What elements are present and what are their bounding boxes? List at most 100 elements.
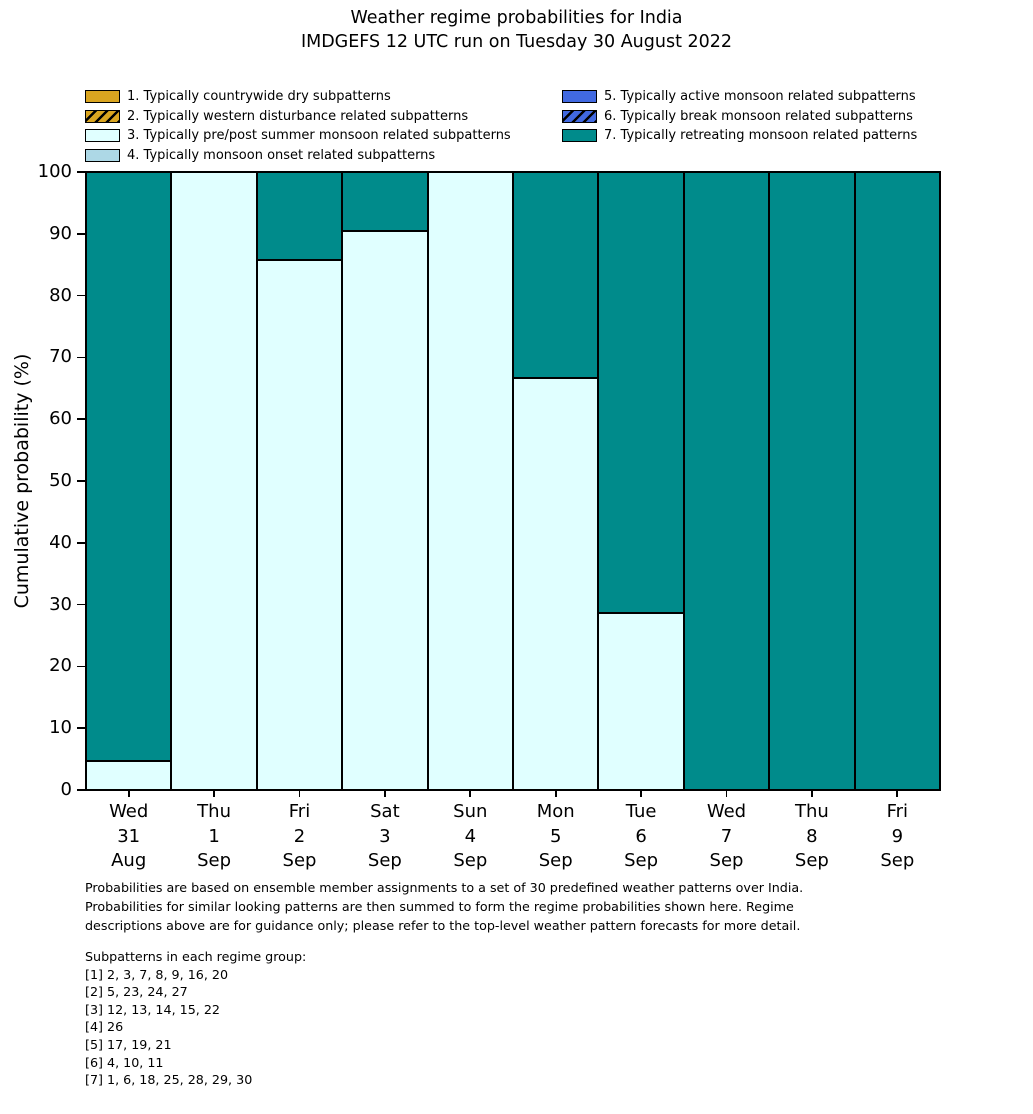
- x-tick-label-line: Fri: [288, 801, 311, 822]
- y-tick-label: 50: [49, 470, 72, 491]
- y-tick-mark: [77, 541, 86, 544]
- subpattern-group-line: [7] 1, 6, 18, 25, 28, 29, 30: [85, 1072, 253, 1088]
- legend-item: 6. Typically break monsoon related subpa…: [562, 107, 917, 127]
- x-tick-label-line: Sep: [453, 850, 488, 871]
- x-tick-label: Fri 2 Sep: [257, 800, 342, 874]
- legend-item-label: 2. Typically western disturbance related…: [127, 108, 469, 124]
- x-tick-label-line: 4: [464, 825, 477, 847]
- legend-item: 2. Typically western disturbance related…: [85, 107, 511, 127]
- legend-item: 1. Typically countrywide dry subpatterns: [85, 87, 511, 107]
- bar-segment: [342, 230, 428, 790]
- bar-segment: [683, 172, 770, 790]
- x-tick-mark: [554, 790, 557, 797]
- x-tick-label: Thu 8 Sep: [769, 800, 854, 874]
- bar-segment: [342, 172, 428, 231]
- subpattern-group-line: [3] 12, 13, 14, 15, 22: [85, 1001, 220, 1017]
- x-tick-mark: [127, 790, 130, 797]
- x-tick-label-line: Fri: [886, 801, 909, 822]
- x-tick-label-line: 1: [208, 825, 220, 847]
- y-tick-label: 40: [49, 531, 72, 553]
- y-tick-mark: [77, 232, 86, 235]
- stacked-bar: [86, 172, 172, 790]
- bar-segment: [86, 172, 172, 761]
- x-tick-label-line: 9: [891, 825, 904, 847]
- legend-item: 4. Typically monsoon onset related subpa…: [85, 146, 511, 166]
- x-tick-label-line: 2: [293, 825, 306, 847]
- legend-column-left: 1. Typically countrywide dry subpatterns…: [85, 87, 511, 165]
- legend-swatch-icon: [85, 129, 120, 143]
- legend-item: 7. Typically retreating monsoon related …: [562, 126, 917, 146]
- legend-item-label: 5. Typically active monsoon related subp…: [604, 89, 916, 105]
- stacked-bar: [513, 172, 599, 790]
- x-tick-mark: [213, 790, 215, 797]
- y-tick-mark: [77, 171, 86, 173]
- x-tick-label-line: 8: [806, 825, 818, 847]
- stacked-bar: [598, 172, 684, 790]
- x-tick-label-line: 7: [720, 825, 733, 847]
- legend-item-label: 7. Typically retreating monsoon related …: [604, 128, 918, 144]
- y-tick-label: 20: [49, 655, 72, 677]
- legend-item-label: 4. Typically monsoon onset related subpa…: [127, 148, 436, 164]
- y-tick-label: 70: [49, 346, 72, 368]
- legend-item-label: 1. Typically countrywide dry subpatterns: [127, 89, 391, 105]
- footer-description-line: descriptions above are for guidance only…: [85, 918, 801, 933]
- y-tick-mark: [77, 727, 86, 730]
- y-tick-label: 0: [60, 779, 72, 800]
- x-tick-mark: [896, 790, 899, 797]
- footer-description-line: Probabilities for similar looking patter…: [85, 899, 794, 914]
- x-tick-label-line: Sep: [197, 850, 232, 871]
- plot-area: Wed 31 Aug Thu 1 Sep Fri 2 Sep Sat 3 Sep Sun 4 Sep Mon 5…: [38, 163, 941, 871]
- x-tick-mark: [640, 790, 642, 797]
- legend-item-label: 6. Typically break monsoon related subpa…: [604, 108, 913, 124]
- y-tick-mark: [77, 603, 86, 606]
- stacked-bar: [256, 172, 343, 790]
- footer-subpatterns: Subpatterns in each regime group: [1] 2,…: [85, 948, 306, 1089]
- y-tick-label: 90: [49, 222, 72, 244]
- bars-container: Wed 31 Aug Thu 1 Sep Fri 2 Sep Sat 3 Sep Sun 4 Sep Mon 5…: [38, 163, 940, 871]
- x-tick-label: Sun 4 Sep: [428, 800, 513, 874]
- x-tick-mark: [469, 790, 472, 797]
- bar-segment: [171, 172, 257, 790]
- subpattern-group-line: [6] 4, 10, 11: [85, 1054, 164, 1070]
- x-tick-mark: [298, 790, 301, 797]
- legend-item-label: 3. Typically pre/post summer monsoon rel…: [127, 128, 511, 144]
- stacked-bar: [427, 172, 513, 790]
- x-tick-label-line: Sep: [880, 850, 915, 871]
- stacked-bar: [854, 172, 940, 790]
- y-tick-mark: [77, 294, 86, 297]
- x-tick-mark: [811, 790, 813, 797]
- legend-swatch-icon: [562, 90, 597, 104]
- x-tick-label: Sat 3 Sep: [342, 800, 427, 874]
- x-tick-label: Wed 31 Aug: [86, 800, 171, 874]
- x-tick-label-line: Sep: [624, 850, 659, 871]
- legend-item: 5. Typically active monsoon related subp…: [562, 87, 917, 107]
- x-tick-label-line: Sep: [367, 850, 402, 871]
- x-tick-label-line: Mon: [536, 801, 575, 822]
- subpattern-group-line: [4] 26: [85, 1019, 124, 1035]
- x-tick-label: Wed 7 Sep: [684, 800, 769, 874]
- legend-swatch-icon: [85, 149, 120, 163]
- x-tick-label-line: Sun: [453, 801, 488, 822]
- x-tick-label: Tue 6 Sep: [598, 800, 683, 874]
- bar-segment: [256, 172, 343, 261]
- bar-segment: [427, 172, 513, 790]
- x-tick-mark: [384, 790, 386, 797]
- bar-segment: [854, 172, 940, 790]
- chart-title: Weather regime probabilities for India I…: [0, 7, 1033, 54]
- y-tick-mark: [77, 665, 86, 668]
- x-tick-label-line: 6: [635, 825, 647, 847]
- x-tick-label-line: Sat: [370, 801, 400, 822]
- subpattern-group-line: [5] 17, 19, 21: [85, 1036, 172, 1052]
- x-tick-label-line: Thu: [794, 801, 829, 822]
- bar-segment: [86, 760, 172, 790]
- legend-swatch-icon: [562, 109, 597, 123]
- x-tick-label-line: Wed: [109, 801, 149, 822]
- y-tick-label: 10: [49, 717, 72, 739]
- y-tick-label: 100: [37, 161, 72, 182]
- bar-segment: [769, 172, 855, 790]
- y-tick-label: 30: [49, 593, 72, 615]
- x-tick-mark: [725, 790, 728, 797]
- subpatterns-header: Subpatterns in each regime group:: [85, 949, 307, 964]
- y-tick-mark: [77, 418, 86, 421]
